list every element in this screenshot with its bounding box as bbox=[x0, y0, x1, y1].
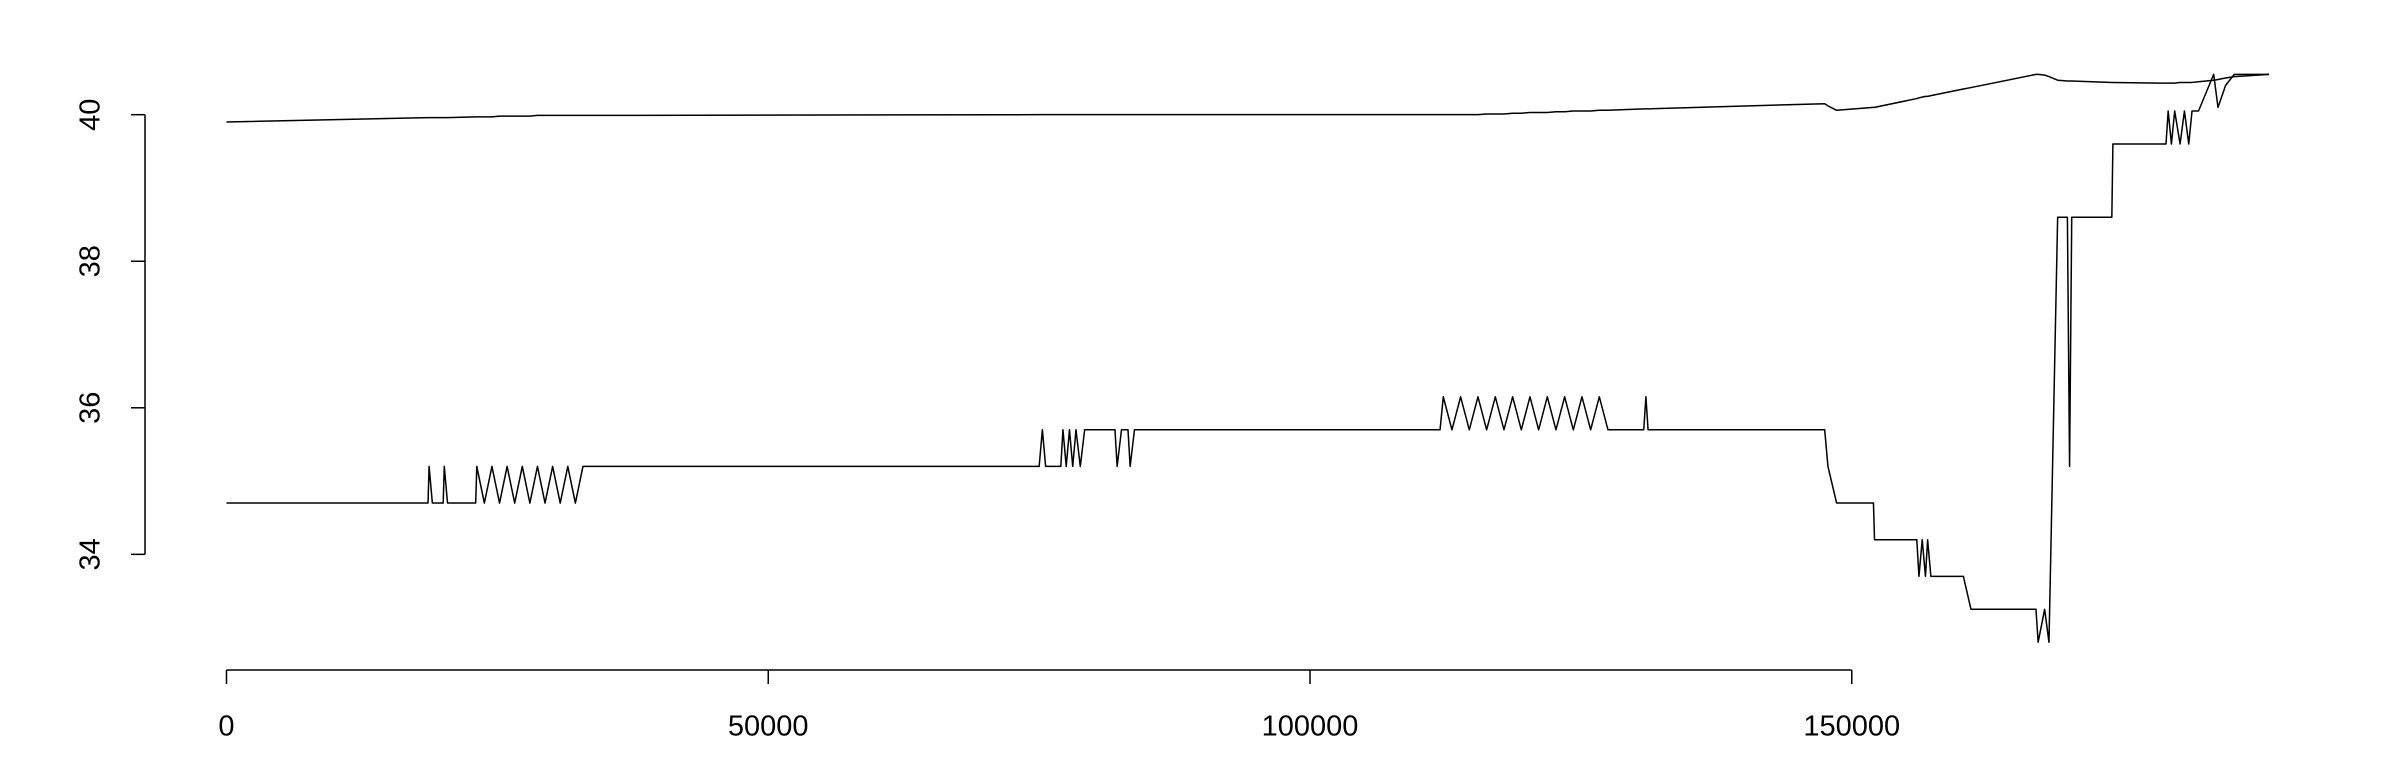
y-tick-label: 36 bbox=[75, 392, 107, 424]
x-tick-label: 0 bbox=[218, 711, 234, 743]
data-line bbox=[226, 73, 2269, 123]
y-tick-label: 34 bbox=[75, 538, 107, 570]
x-tick-label: 50000 bbox=[728, 711, 809, 743]
y-tick-label: 40 bbox=[75, 99, 107, 131]
data-line bbox=[226, 73, 2269, 644]
y-tick-label: 38 bbox=[75, 245, 107, 277]
x-tick-label: 150000 bbox=[1803, 711, 1900, 743]
x-tick-label: 100000 bbox=[1262, 711, 1359, 743]
